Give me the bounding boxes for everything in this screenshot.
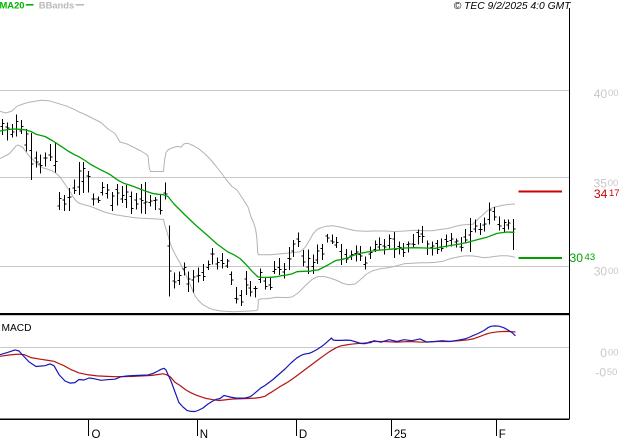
- svg-text:-050: -050: [595, 366, 617, 380]
- svg-text:N: N: [200, 429, 208, 440]
- svg-text:© TEC 9/2/2025 4:0 GMT: © TEC 9/2/2025 4:0 GMT: [454, 1, 572, 12]
- svg-text:3500: 3500: [594, 177, 619, 191]
- svg-text:3000: 3000: [594, 265, 619, 279]
- svg-text:O: O: [92, 429, 101, 440]
- svg-text:MA20: MA20: [0, 0, 25, 11]
- svg-text:BBands: BBands: [39, 0, 74, 11]
- svg-text:25: 25: [394, 429, 407, 440]
- svg-text:4000: 4000: [594, 87, 619, 101]
- svg-text:000: 000: [600, 346, 618, 360]
- svg-text:MACD: MACD: [2, 323, 32, 334]
- svg-text:F: F: [499, 429, 506, 440]
- svg-text:D: D: [299, 429, 307, 440]
